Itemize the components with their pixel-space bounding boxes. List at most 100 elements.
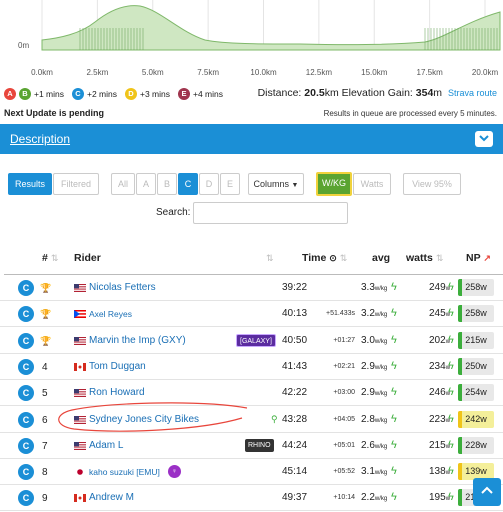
wkg-value: 2.2w/kg: [361, 492, 387, 503]
watts-unit: w: [445, 286, 451, 292]
tab-results[interactable]: Results: [8, 173, 52, 195]
search-input[interactable]: [193, 202, 348, 224]
finish-time: 42:22: [282, 387, 308, 399]
strava-route-link[interactable]: Strava route: [447, 88, 497, 98]
table-row[interactable]: C 🏆 Marvin the Imp (GXY) [GALAXY] 40:50 +01:2…: [0, 328, 503, 354]
sort-icon: ⇅: [50, 253, 59, 263]
position-number: 6: [42, 414, 48, 426]
us-flag-icon: [74, 415, 86, 424]
queue-note: Results in queue are processed every 5 m…: [323, 109, 497, 118]
watts-number: 195: [429, 492, 446, 504]
rider-name-link[interactable]: Marvin the Imp (GXY): [89, 334, 186, 346]
category-badge: C: [18, 437, 34, 454]
bolt-icon: ϟ: [391, 438, 397, 451]
category-c-button[interactable]: C: [178, 173, 198, 195]
time-gap: +05:52: [333, 468, 355, 476]
elevation-x-tick: 0.0km: [31, 68, 53, 77]
header-rider-sort[interactable]: ⇅: [263, 252, 274, 264]
table-row[interactable]: C 5 Ron Howard 42:22 +03:00 2.9w/kg ϟ 246w ϟ 254w: [0, 380, 503, 407]
table-row[interactable]: C 7 Adam L RHINO 44:24 +05:01 2.6w/kg ϟ 215w ϟ 228…: [0, 433, 503, 459]
watts-value: 245w: [429, 308, 450, 319]
watts-toggle[interactable]: Watts: [353, 173, 391, 195]
table-row[interactable]: C 6 Sydney Jones City Bikes ⚲ 43:28 +04:05 2.8…: [0, 407, 503, 433]
scroll-to-top-button[interactable]: [473, 478, 501, 506]
rider-name-link[interactable]: Andrew M: [89, 492, 135, 504]
watts-number: 249: [429, 282, 446, 293]
time-gap: +51.433s: [326, 310, 355, 318]
wkg-value: 3.2w/kg: [361, 308, 387, 319]
elevation-chart: [41, 0, 501, 51]
header-rider[interactable]: Rider: [74, 252, 101, 264]
search-icon[interactable]: ⚲: [271, 413, 278, 424]
elevation-x-tick: 7.5km: [197, 68, 220, 77]
finish-time: 40:13: [282, 308, 308, 320]
puerto-rico-flag-icon: [74, 310, 86, 319]
position-number: 9: [42, 493, 48, 505]
header-time-label: Time: [302, 252, 327, 264]
wkg-toggle[interactable]: W/KG: [316, 172, 352, 196]
finish-time: 41:43: [282, 360, 308, 372]
rider-name-link[interactable]: Nicolas Fetters: [89, 282, 156, 293]
np-badge: 228w: [458, 436, 494, 454]
time-gap: +10:14: [333, 494, 355, 502]
watts-number: 246: [429, 387, 446, 399]
distance-unit: km: [324, 87, 339, 99]
bolt-icon: ϟ: [448, 333, 454, 346]
watts-value: 195w: [429, 492, 450, 503]
wkg-number: 2.8: [361, 413, 375, 425]
header-watts[interactable]: watts ⇅: [406, 252, 443, 264]
header-time[interactable]: Time ⊙ ⇅: [302, 252, 347, 264]
columns-dropdown[interactable]: Columns ▼: [248, 173, 304, 195]
canada-flag-icon: [74, 494, 86, 503]
wkg-value: 3.0w/kg: [361, 335, 387, 346]
rider-name-link[interactable]: Sydney Jones City Bikes: [89, 413, 200, 425]
wkg-value: 3.1w/kg: [361, 466, 387, 477]
watts-number: 245: [429, 308, 446, 320]
category-b-dot: B: [19, 88, 31, 100]
header-np[interactable]: NP ↗: [466, 252, 491, 264]
elevation-x-tick: 20.0km: [471, 68, 499, 77]
wkg-number: 3.3: [361, 282, 375, 293]
watts-unit: w: [445, 312, 451, 319]
category-badge: C: [18, 464, 34, 481]
rider-name-link[interactable]: Axel Reyes: [89, 309, 132, 320]
rider-name-link[interactable]: Tom Duggan: [89, 360, 146, 372]
table-row[interactable]: C 🏆 Nicolas Fetters 39:22 3.3w/kg ϟ 249w ϟ 258w: [0, 275, 503, 301]
category-e-button[interactable]: E: [220, 173, 240, 195]
category-d-button[interactable]: D: [199, 173, 219, 195]
table-row[interactable]: C 4 Tom Duggan 41:43 +02:21 2.9w/kg ϟ 234w ϟ 250w: [0, 354, 503, 380]
distance-value: 20.5: [304, 87, 325, 99]
chevron-up-icon: [481, 486, 493, 494]
bolt-icon: ϟ: [448, 412, 454, 425]
wkg-value: 2.9w/kg: [361, 387, 387, 398]
bolt-icon: ϟ: [448, 438, 454, 451]
description-link[interactable]: Description: [10, 132, 71, 146]
rider-name-link[interactable]: Ron Howard: [89, 387, 145, 399]
header-avg[interactable]: avg: [372, 252, 391, 264]
wkg-unit: w/kg: [374, 496, 388, 503]
category-b-button[interactable]: B: [157, 173, 177, 195]
rider-name-link[interactable]: kaho suzuki [EMU]: [89, 467, 160, 478]
watts-number: 202: [429, 334, 446, 346]
sort-icon: ⇅: [435, 253, 444, 263]
tab-filtered[interactable]: Filtered: [53, 173, 99, 195]
category-badge: C: [18, 385, 34, 402]
category-e-dot: E: [178, 88, 190, 100]
header-position[interactable]: # ⇅: [42, 252, 58, 264]
category-all-button[interactable]: All: [111, 173, 135, 195]
rider-name-link[interactable]: Adam L: [89, 439, 124, 451]
bolt-icon: ϟ: [391, 465, 397, 478]
table-row[interactable]: C 8 kaho suzuki [EMU] ♀ 45:14 +05:52 3.1w/kg ϟ 1…: [0, 459, 503, 486]
bolt-icon: ϟ: [391, 386, 397, 399]
search-label: Search:: [156, 207, 191, 218]
description-toggle-button[interactable]: [475, 131, 493, 147]
watts-number: 223: [429, 413, 446, 425]
category-a-button[interactable]: A: [136, 173, 156, 195]
bolt-icon: ϟ: [448, 386, 454, 399]
wkg-number: 2.9: [361, 387, 375, 399]
elevation-value: 354: [415, 87, 434, 99]
table-row[interactable]: C 🏆 Axel Reyes 40:13 +51.433s 3.2w/kg ϟ 245w ϟ 25…: [0, 301, 503, 328]
trophy-icon: 🏆: [40, 335, 52, 346]
view-95-button[interactable]: View 95%: [403, 173, 461, 195]
